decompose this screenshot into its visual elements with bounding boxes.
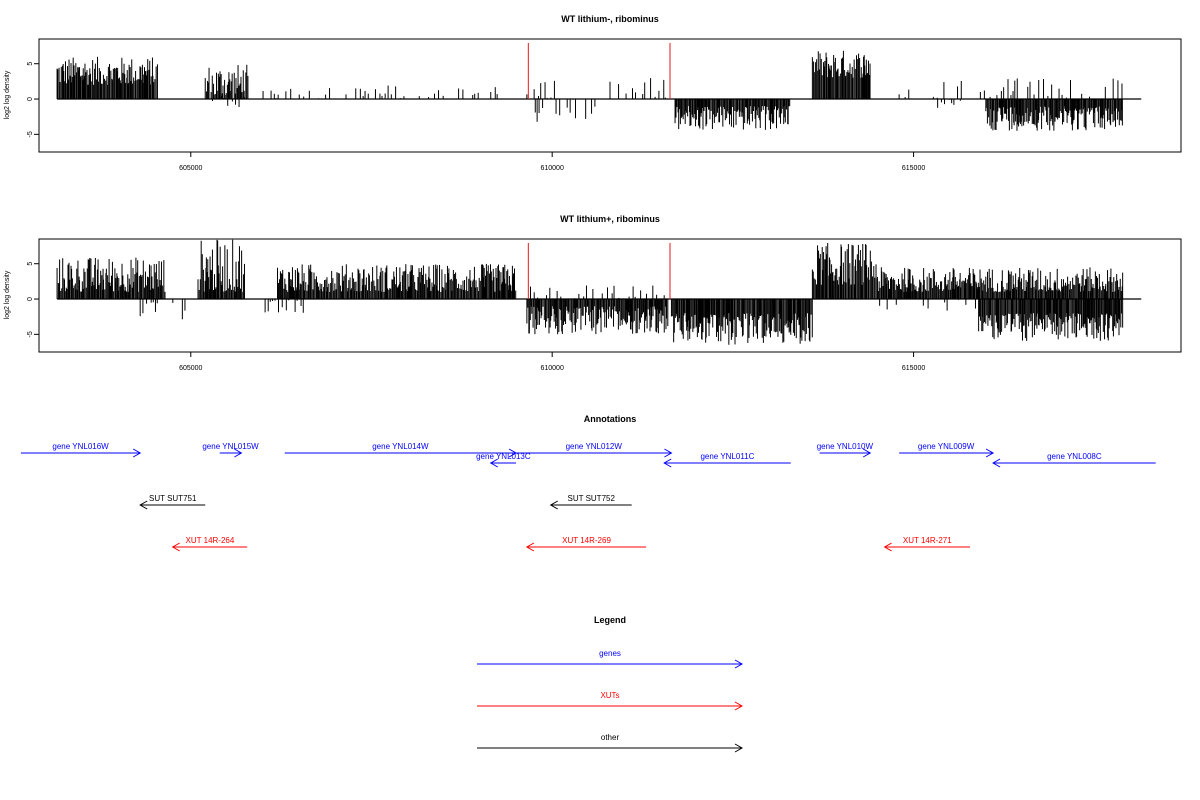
panel-title: WT lithium-, ribominus	[561, 14, 659, 24]
y-axis-label: log2 log density	[4, 270, 11, 319]
y-tick-label: 0	[27, 97, 34, 101]
x-tick-label: 615000	[902, 365, 925, 372]
annotation-feature: SUT SUT752	[549, 494, 632, 510]
marker-lines	[527, 243, 671, 300]
feature-arrowhead	[549, 500, 558, 510]
x-axis: 605000 610000 615000	[179, 152, 925, 172]
x-tick-label: 610000	[540, 365, 563, 372]
y-axis: -5 0 5	[27, 62, 39, 137]
annotation-feature: gene YNL009W	[899, 442, 995, 458]
feature-label: gene YNL011C	[700, 452, 754, 461]
legend-label: other	[601, 733, 620, 742]
y-tick-label: 0	[27, 297, 34, 301]
y-axis: -5 0 5	[27, 262, 39, 337]
feature-label: XUT 14R-271	[903, 536, 952, 545]
legend-label: XUTs	[600, 691, 619, 700]
legend-items: genes XUTs other	[477, 649, 744, 753]
y-axis-label: log2 log density	[4, 70, 11, 119]
feature-label: gene YNL014W	[372, 442, 429, 451]
track-panel-lithium-plus: WT lithium+, ribominus log2 log density …	[4, 214, 1182, 372]
density-bars	[56, 239, 1142, 345]
feature-arrowhead	[862, 448, 872, 458]
feature-arrowhead	[234, 448, 243, 458]
feature-label: XUT 14R-264	[186, 536, 235, 545]
feature-label: gene YNL009W	[918, 442, 975, 451]
annotation-feature: XUT 14R-269	[525, 536, 647, 552]
annotations-title: Annotations	[584, 414, 637, 424]
panel-title: WT lithium+, ribominus	[560, 214, 660, 224]
annotation-feature: gene YNL016W	[20, 442, 142, 458]
x-tick-label: 615000	[902, 165, 925, 172]
feature-label: gene YNL010W	[817, 442, 874, 451]
feature-label: gene YNL016W	[52, 442, 109, 451]
x-tick-label: 610000	[540, 165, 563, 172]
plot-frame	[38, 38, 1182, 153]
annotation-feature: gene YNL010W	[817, 442, 874, 458]
annotation-feature: gene YNL015W	[202, 442, 259, 458]
legend-item: other	[477, 733, 744, 753]
legend-arrowhead	[734, 701, 744, 711]
y-tick-label: -5	[27, 131, 34, 137]
feature-label: XUT 14R-269	[562, 536, 611, 545]
annotation-feature: gene YNL008C	[992, 452, 1156, 468]
feature-arrowhead	[132, 448, 142, 458]
x-tick-label: 605000	[179, 365, 202, 372]
feature-arrowhead	[171, 542, 180, 552]
feature-arrowhead	[663, 458, 672, 468]
annotation-feature: SUT SUT751	[139, 494, 206, 510]
annotation-feature: gene YNL011C	[663, 452, 791, 468]
x-tick-label: 605000	[179, 165, 202, 172]
feature-label: gene YNL015W	[202, 442, 259, 451]
y-tick-label: 5	[27, 262, 34, 266]
x-axis: 605000 610000 615000	[179, 352, 925, 372]
feature-arrowhead	[525, 542, 535, 552]
feature-arrowhead	[985, 448, 995, 458]
feature-label: gene YNL012W	[566, 442, 623, 451]
feature-label: SUT SUT752	[567, 494, 615, 503]
feature-arrowhead	[992, 458, 1001, 468]
legend-item: genes	[477, 649, 744, 669]
feature-label: SUT SUT751	[149, 494, 197, 503]
annotation-feature: gene YNL012W	[516, 442, 673, 458]
density-bars	[56, 50, 1142, 131]
annotation-feature: gene YNL013C	[476, 452, 531, 468]
legend: Legend genes XUTs other	[477, 615, 744, 753]
annotation-features: gene YNL016W gene YNL015W gene YNL014W gene…	[20, 442, 1156, 552]
legend-arrowhead	[734, 659, 744, 669]
track-panel-lithium-minus: WT lithium-, ribominus log2 log density …	[4, 14, 1182, 172]
feature-arrowhead	[883, 542, 892, 552]
legend-title: Legend	[594, 615, 626, 625]
y-tick-label: 5	[27, 62, 34, 66]
feature-label: gene YNL008C	[1047, 452, 1102, 461]
annotations-panel: Annotations gene YNL016W gene YNL015W gene…	[20, 414, 1156, 552]
legend-label: genes	[599, 649, 621, 658]
annotation-feature: XUT 14R-271	[883, 536, 970, 552]
plot-frame	[38, 238, 1182, 353]
feature-arrowhead	[139, 500, 148, 510]
feature-arrowhead	[489, 458, 498, 468]
y-tick-label: -5	[27, 331, 34, 337]
annotation-feature: XUT 14R-264	[171, 536, 248, 552]
feature-label: gene YNL013C	[476, 452, 531, 461]
legend-arrowhead	[734, 743, 744, 753]
feature-arrowhead	[664, 448, 673, 458]
marker-lines	[527, 43, 671, 100]
legend-item: XUTs	[477, 691, 744, 711]
